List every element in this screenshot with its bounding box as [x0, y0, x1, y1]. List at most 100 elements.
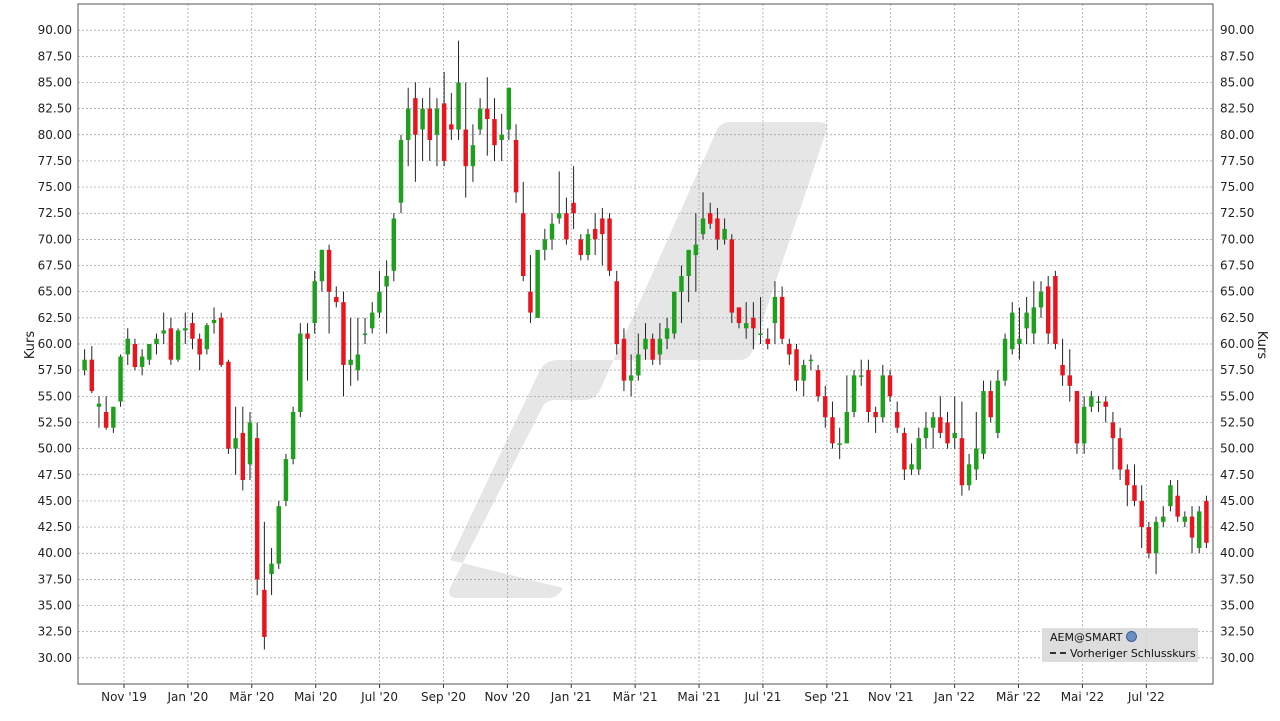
candle-body-down: [1053, 276, 1058, 344]
x-tick-label: Nov '21: [868, 690, 914, 704]
candle-body-up: [1002, 338, 1008, 381]
y-tick-label-left: 57.50: [38, 363, 72, 377]
candle-body-down: [787, 344, 792, 355]
candle-body-up: [837, 443, 842, 445]
y-tick-label-right: 77.50: [1220, 154, 1254, 168]
candle-body-down: [218, 317, 224, 365]
candle-body-up: [974, 448, 979, 470]
candle-body-up: [355, 354, 361, 371]
y-tick-label-right: 62.50: [1220, 311, 1254, 325]
candle-body-up: [283, 459, 289, 501]
candle-body-down: [463, 129, 468, 167]
candle-body-up: [844, 412, 850, 444]
candle-body-up: [96, 403, 102, 407]
y-tick-label-right: 75.00: [1220, 180, 1254, 194]
y-tick-label-left: 82.50: [38, 102, 72, 116]
candle-body-up: [542, 239, 548, 250]
candle-body-down: [765, 338, 770, 344]
y-tick-label-left: 42.50: [38, 520, 72, 534]
y-tick-label-left: 77.50: [38, 154, 72, 168]
legend-prev-close-label: Vorheriger Schlusskurs: [1070, 647, 1196, 660]
candle-body-down: [441, 103, 447, 161]
candle-body-up: [981, 391, 986, 454]
candle-body-down: [1074, 391, 1080, 444]
y-tick-label-right: 80.00: [1220, 128, 1254, 142]
legend-symbol: AEM@SMART: [1050, 631, 1123, 644]
candle-body-up: [880, 375, 886, 418]
candle-body-up: [247, 422, 253, 465]
x-tick-label: Mai '22: [1061, 690, 1104, 704]
x-tick-label: Jan '20: [166, 690, 208, 704]
y-tick-label-right: 47.50: [1220, 468, 1254, 482]
candle-body-down: [902, 432, 907, 470]
candle-body-up: [1081, 406, 1087, 444]
candle-body-down: [226, 361, 231, 449]
candle-body-down: [1045, 286, 1051, 334]
y-tick-label-left: 65.00: [38, 285, 72, 299]
candle-body-down: [707, 213, 713, 224]
chart-legend: AEM@SMART Vorheriger Schlusskurs: [1042, 628, 1210, 662]
candle-body-up: [664, 328, 670, 339]
candle-body-down: [528, 291, 533, 313]
x-tick-label: Mär '22: [996, 690, 1041, 704]
candle-body-up: [1168, 485, 1173, 507]
x-tick-label: Sep '20: [421, 690, 466, 704]
y-tick-label-right: 35.00: [1220, 599, 1254, 613]
candle-body-down: [103, 412, 109, 428]
candle-body-up: [743, 323, 749, 329]
candle-body-down: [779, 296, 785, 339]
y-tick-label-left: 52.50: [38, 415, 72, 429]
candle-body-down: [334, 296, 339, 303]
candle-body-down: [988, 391, 993, 418]
candle-body-down: [830, 417, 835, 444]
x-tick-label: Mär '20: [229, 690, 274, 704]
y-tick-label-right: 82.50: [1220, 102, 1254, 116]
y-tick-label-left: 45.00: [38, 494, 72, 508]
x-tick-label: Mär '21: [613, 690, 658, 704]
y-tick-label-right: 70.00: [1220, 232, 1254, 246]
y-tick-label-left: 40.00: [38, 546, 72, 560]
candle-body-up: [456, 82, 461, 130]
candle-body-up: [801, 364, 806, 381]
candle-body-down: [240, 432, 246, 480]
legend-prev-close-row: Vorheriger Schlusskurs: [1050, 647, 1210, 660]
candle-body-down: [607, 218, 612, 271]
candle-body-up: [161, 330, 166, 334]
candle-body-down: [736, 307, 742, 324]
candle-body-up: [693, 244, 699, 256]
candle-body-down: [1125, 469, 1130, 486]
candle-body-up: [1096, 401, 1101, 404]
candle-body-down: [427, 108, 432, 140]
candle-body-up: [154, 338, 159, 344]
x-tick-label: Nov '19: [101, 690, 147, 704]
candle-body-up: [628, 375, 634, 381]
y-tick-label-left: 50.00: [38, 442, 72, 456]
candle-body-down: [197, 338, 202, 355]
y-tick-label-right: 37.50: [1220, 572, 1254, 586]
candle-body-down: [326, 249, 332, 292]
dashed-line-icon: [1050, 652, 1066, 654]
candle-body-up: [722, 228, 727, 240]
y-tick-label-left: 35.00: [38, 599, 72, 613]
candle-body-up: [916, 438, 921, 470]
candle-body-down: [132, 344, 138, 368]
candle-body-up: [420, 108, 425, 130]
candle-body-down: [873, 412, 878, 418]
candle-body-down: [751, 317, 756, 329]
y-tick-label-left: 80.00: [38, 128, 72, 142]
swatch-icon: [1203, 651, 1210, 657]
candle-body-down: [1067, 375, 1073, 386]
y-tick-label-right: 52.50: [1220, 415, 1254, 429]
candle-body-up: [269, 563, 274, 575]
globe-icon: [1125, 631, 1137, 642]
candle-body-up: [585, 234, 591, 256]
candle-body-up: [370, 312, 375, 329]
candle-body-up: [183, 328, 188, 331]
candle-body-up: [298, 333, 303, 412]
y-tick-label-right: 55.00: [1220, 389, 1254, 403]
candle-body-down: [1175, 495, 1180, 517]
legend-symbol-row: AEM@SMART: [1050, 631, 1137, 644]
candle-body-up: [859, 375, 864, 377]
candle-body-up: [923, 427, 929, 439]
candle-body-down: [578, 239, 584, 256]
